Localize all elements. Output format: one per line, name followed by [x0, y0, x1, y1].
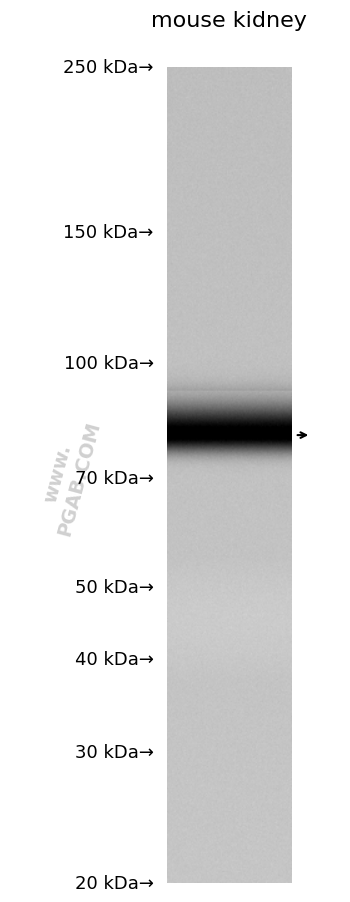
Text: www.
PGAB.COM: www. PGAB.COM — [33, 413, 104, 538]
Text: 100 kDa→: 100 kDa→ — [64, 354, 154, 373]
Text: mouse kidney: mouse kidney — [151, 12, 307, 32]
Text: 40 kDa→: 40 kDa→ — [75, 650, 154, 668]
Text: 30 kDa→: 30 kDa→ — [75, 743, 154, 761]
Text: 150 kDa→: 150 kDa→ — [63, 224, 154, 242]
Text: 20 kDa→: 20 kDa→ — [75, 874, 154, 892]
Text: 50 kDa→: 50 kDa→ — [75, 578, 154, 596]
Text: 250 kDa→: 250 kDa→ — [63, 59, 154, 77]
Text: 70 kDa→: 70 kDa→ — [75, 470, 154, 488]
